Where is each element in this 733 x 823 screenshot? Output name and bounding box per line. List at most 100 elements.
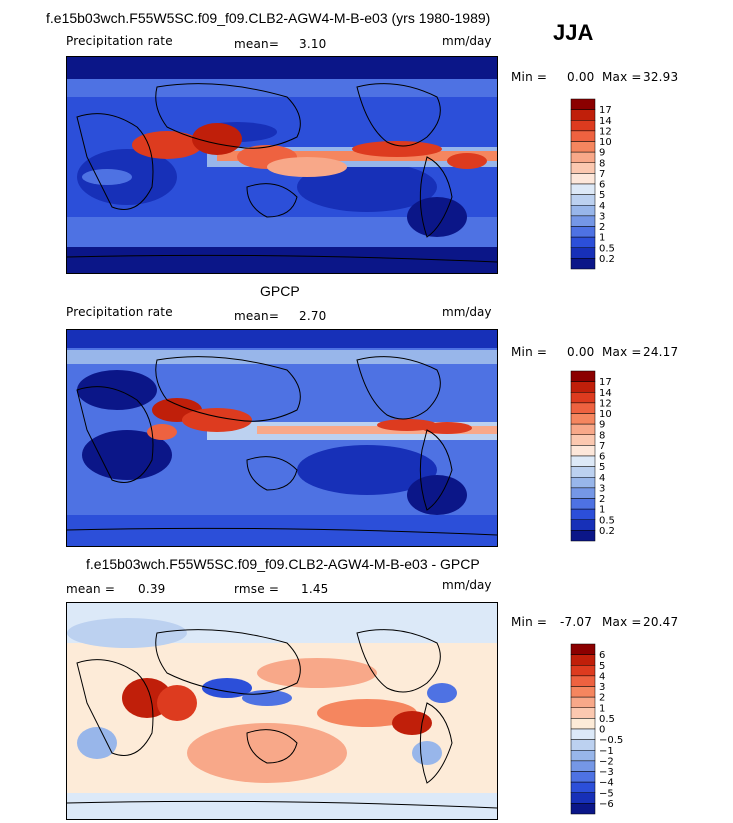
colorbar-tick-label: 2 (599, 494, 605, 505)
panel2-mean-value: 2.70 (299, 309, 327, 323)
panel3-units: mm/day (442, 578, 492, 592)
colorbar-tick-label: 17 (599, 377, 612, 388)
colorbar-swatch (570, 707, 596, 719)
colorbar-tick-label: 12 (599, 398, 612, 409)
colorbar-tick-label: −3 (599, 767, 614, 778)
panel1-title: f.e15b03wch.F55W5SC.f09_f09.CLB2-AGW4-M-… (46, 10, 491, 26)
colorbar-swatch (570, 487, 596, 499)
colorbar-tick-label: 9 (599, 420, 605, 431)
colorbar-swatch (570, 686, 596, 698)
colorbar-tick-label: 5 (599, 190, 605, 201)
colorbar-tick-label: 3 (599, 682, 605, 693)
panel1-max-label: Max = (602, 70, 642, 84)
colorbar-swatch (570, 247, 596, 259)
colorbar-tick-label: 4 (599, 201, 605, 212)
colorbar-tick-label: 7 (599, 169, 605, 180)
colorbar-swatch (570, 739, 596, 751)
colorbar-tick-label: 7 (599, 441, 605, 452)
colorbar-tick-label: −5 (599, 788, 614, 799)
panel1-map (66, 56, 498, 274)
colorbar-swatch (570, 654, 596, 666)
colorbar-swatch (570, 141, 596, 153)
panel2-units: mm/day (442, 305, 492, 319)
colorbar-tick-label: 12 (599, 126, 612, 137)
panel2-map (66, 329, 498, 547)
colorbar-swatch (570, 728, 596, 740)
panel3-rmse-value: 1.45 (301, 582, 329, 596)
panel3-min-label: Min = (511, 615, 548, 629)
panel3-mean-value: 0.39 (138, 582, 166, 596)
colorbar-swatch (570, 455, 596, 467)
colorbar-swatch (570, 205, 596, 217)
colorbar-swatch (570, 718, 596, 730)
colorbar-tick-label: −6 (599, 799, 614, 810)
colorbar-tick-label: 2 (599, 222, 605, 233)
panel1-mean-label: mean= (234, 37, 280, 51)
colorbar-swatch (570, 665, 596, 677)
colorbar-tick-label: 6 (599, 452, 605, 463)
panel1-max-value: 32.93 (643, 70, 679, 84)
colorbar-swatch (570, 381, 596, 393)
panel3-title: f.e15b03wch.F55W5SC.f09_f09.CLB2-AGW4-M-… (86, 556, 480, 572)
colorbar-swatch (570, 392, 596, 404)
panel2-variable-label: Precipitation rate (66, 305, 173, 319)
colorbar-swatch (570, 466, 596, 478)
colorbar-tick-label: 0.5 (599, 515, 615, 526)
colorbar-tick-label: −2 (599, 756, 614, 767)
panel1-min-label: Min = (511, 70, 548, 84)
colorbar-tick-label: 4 (599, 473, 605, 484)
panel3-rmse-label: rmse = (234, 582, 280, 596)
colorbar-tick-label: 8 (599, 430, 605, 441)
colorbar-tick-label: 10 (599, 409, 612, 420)
colorbar-swatch (570, 530, 596, 542)
colorbar-swatch (570, 803, 596, 815)
panel2-max-value: 24.17 (643, 345, 679, 359)
panel3-max-value: 20.47 (643, 615, 679, 629)
colorbar-tick-label: 8 (599, 158, 605, 169)
colorbar-swatch (570, 498, 596, 510)
colorbar-tick-label: 10 (599, 137, 612, 148)
colorbar-swatch (570, 675, 596, 687)
panel2-map-svg (67, 330, 497, 546)
panel2-mean-label: mean= (234, 309, 280, 323)
colorbar-tick-label: 14 (599, 116, 612, 127)
colorbar-swatch (570, 434, 596, 446)
colorbar-swatch (570, 445, 596, 457)
colorbar-tick-label: 3 (599, 483, 605, 494)
colorbar-tick-label: 6 (599, 180, 605, 191)
colorbar-swatch (570, 215, 596, 227)
colorbar-swatch (570, 771, 596, 783)
colorbar-swatch (570, 98, 596, 110)
colorbar-tick-label: 0.5 (599, 243, 615, 254)
colorbar-tick-label: 0 (599, 725, 605, 736)
colorbar-tick-label: 9 (599, 148, 605, 159)
panel3-map-svg (67, 603, 497, 819)
colorbar-swatch (570, 423, 596, 435)
colorbar-swatch (570, 370, 596, 382)
colorbar-tick-label: 14 (599, 388, 612, 399)
season-label: JJA (553, 20, 594, 45)
colorbar-tick-label: 0.2 (599, 254, 615, 265)
colorbar-tick-label: 5 (599, 661, 605, 672)
colorbar-swatch (570, 183, 596, 195)
colorbar-swatch (570, 413, 596, 425)
panel1-variable-label: Precipitation rate (66, 34, 173, 48)
colorbar-swatch (570, 643, 596, 655)
colorbar-tick-label: 17 (599, 105, 612, 116)
panel2-max-label: Max = (602, 345, 642, 359)
colorbar-swatch (570, 162, 596, 174)
colorbar-tick-label: 6 (599, 650, 605, 661)
colorbar-tick-label: 3 (599, 211, 605, 222)
colorbar-swatch (570, 760, 596, 772)
panel1-mean-value: 3.10 (299, 37, 327, 51)
colorbar-swatch (570, 120, 596, 132)
colorbar-tick-label: −4 (599, 778, 614, 789)
colorbar-swatch (570, 508, 596, 520)
colorbar-swatch (570, 130, 596, 142)
colorbar-swatch (570, 194, 596, 206)
panel1-min-value: 0.00 (567, 70, 595, 84)
panel3-min-value: -7.07 (560, 615, 593, 629)
colorbar-swatch (570, 792, 596, 804)
